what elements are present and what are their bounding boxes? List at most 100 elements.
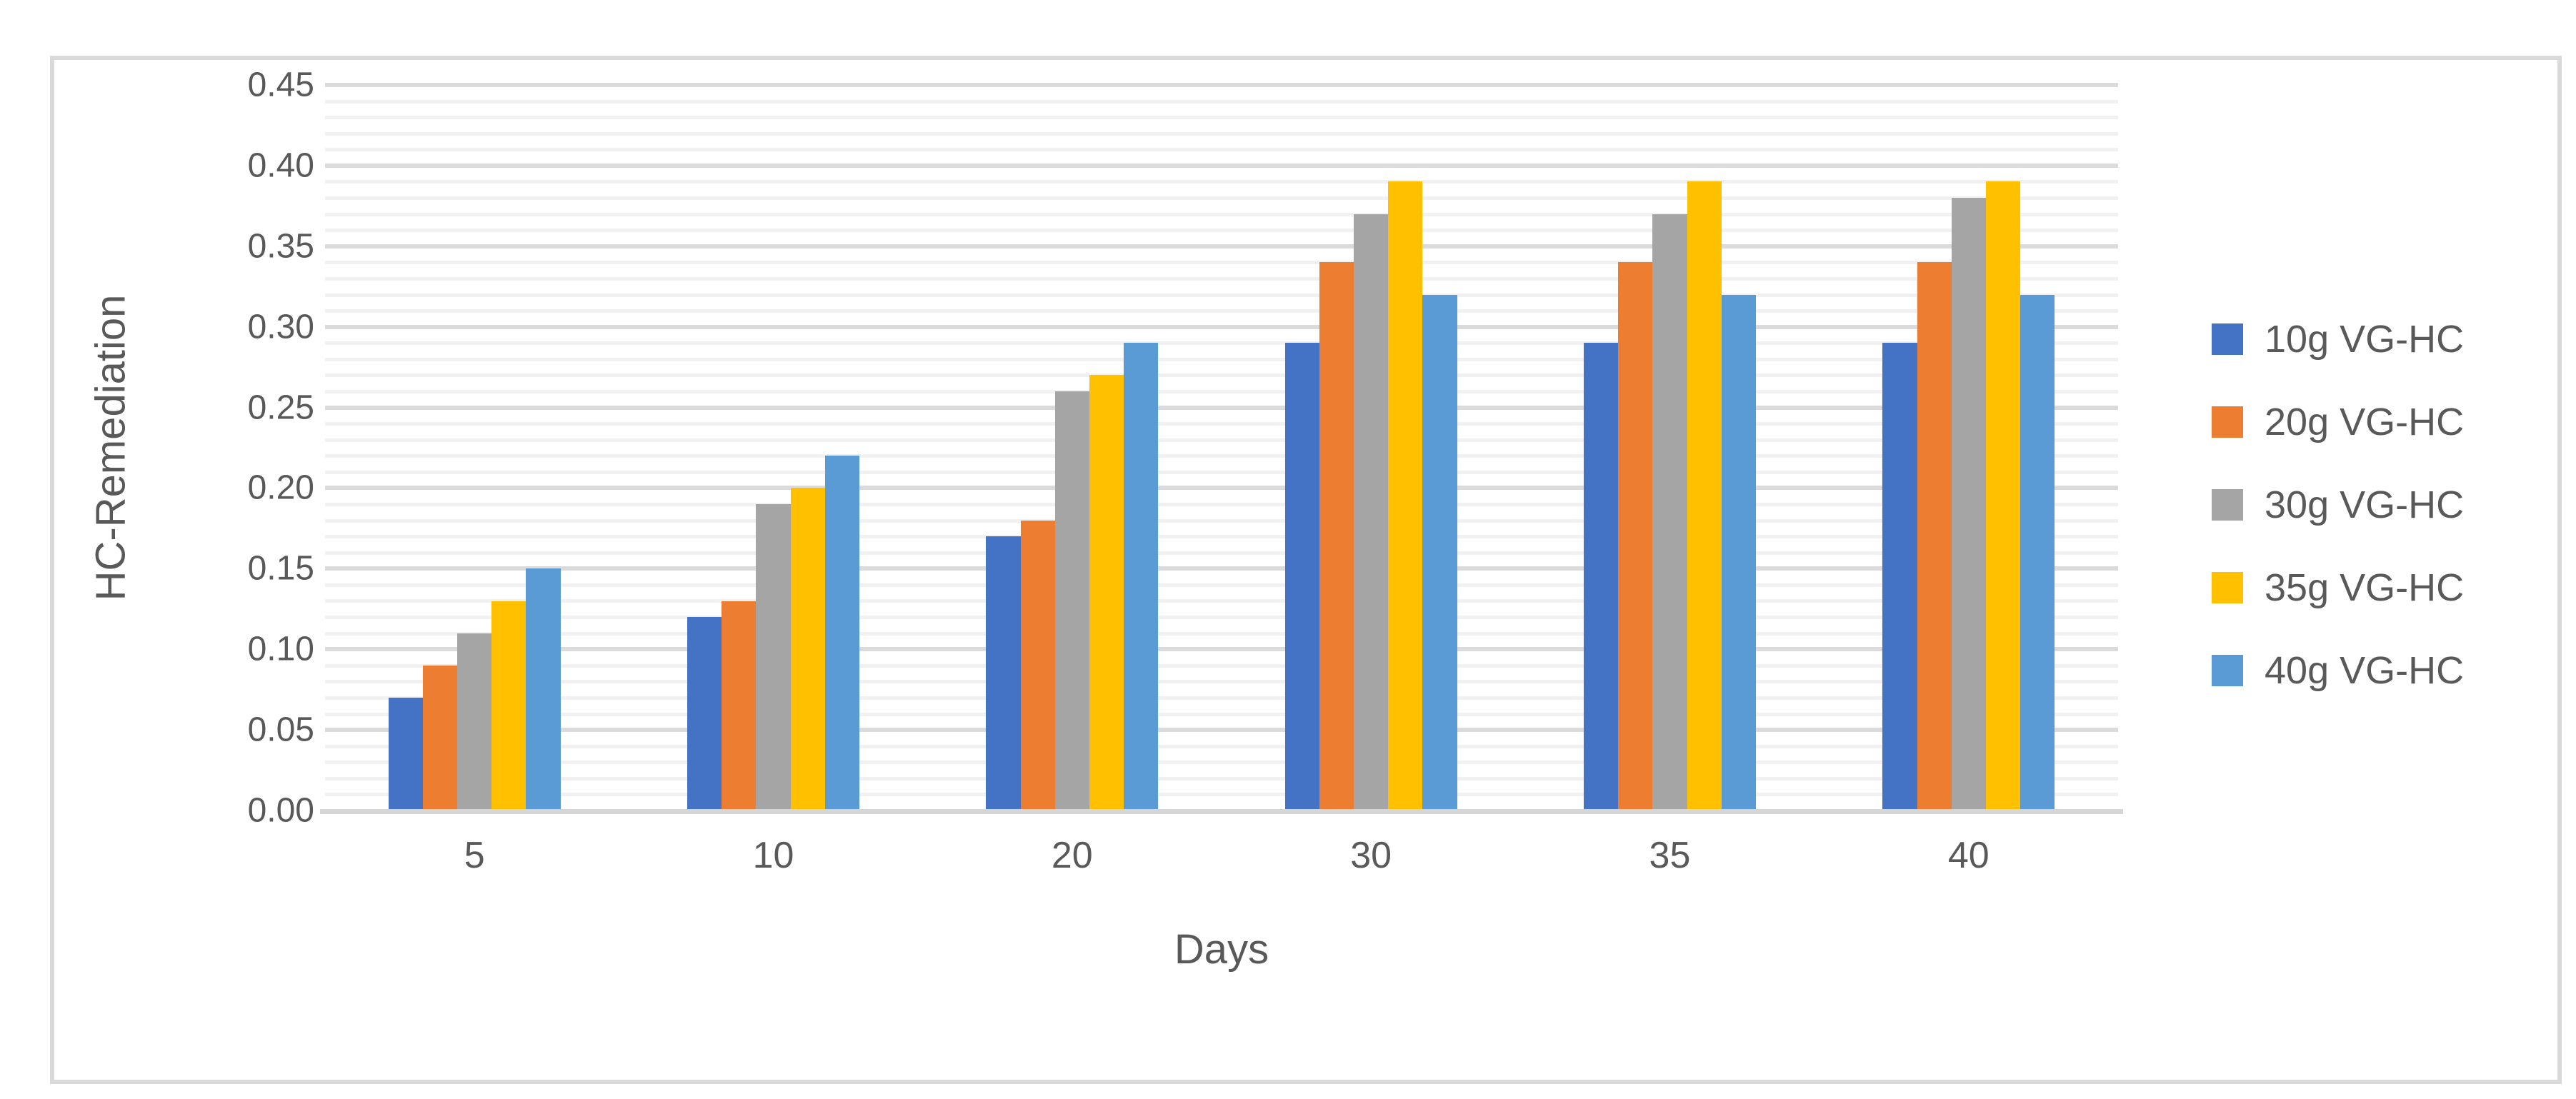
- major-gridline: [325, 566, 2118, 571]
- legend-label: 40g VG-HC: [2265, 649, 2465, 692]
- bar-cluster: [1584, 85, 1756, 811]
- x-tick-label-40: 40: [1947, 835, 1990, 876]
- bar-10g-vg-hc-day-35: [1584, 343, 1619, 811]
- minor-gridline: [325, 776, 2118, 781]
- minor-gridline: [325, 470, 2118, 474]
- bar-20g-vg-hc-day-5: [422, 665, 458, 811]
- bar-10g-vg-hc-day-5: [388, 697, 423, 811]
- minor-gridline: [325, 276, 2118, 281]
- legend-label: 35g VG-HC: [2265, 566, 2465, 609]
- y-tick-label-0.40: 0.40: [247, 146, 314, 185]
- bar-40g-vg-hc-day-30: [1422, 294, 1457, 811]
- minor-gridline: [325, 680, 2118, 684]
- minor-gridline: [325, 196, 2118, 201]
- bar-35g-vg-hc-day-30: [1388, 181, 1423, 811]
- major-gridline: [325, 405, 2118, 410]
- bar-30g-vg-hc-day-5: [457, 633, 492, 811]
- bar-35g-vg-hc-day-20: [1089, 375, 1124, 811]
- bar-40g-vg-hc-day-10: [824, 456, 859, 811]
- bar-35g-vg-hc-day-5: [491, 601, 526, 811]
- legend-item-20g-vg-hc: 20g VG-HC: [2212, 401, 2464, 443]
- minor-gridline: [325, 599, 2118, 603]
- bar-groups: [325, 85, 2118, 811]
- bar-cluster: [986, 85, 1159, 811]
- bar-30g-vg-hc-day-40: [1951, 198, 1986, 811]
- bar-10g-vg-hc-day-40: [1882, 343, 1917, 811]
- bar-35g-vg-hc-day-40: [1985, 181, 2021, 811]
- minor-gridline: [325, 535, 2118, 539]
- minor-gridline: [325, 663, 2118, 668]
- minor-gridline: [325, 131, 2118, 136]
- bar-20g-vg-hc-day-40: [1917, 262, 1952, 811]
- bar-20g-vg-hc-day-10: [722, 601, 757, 811]
- minor-gridline: [325, 551, 2118, 555]
- legend-item-10g-vg-hc: 10g VG-HC: [2212, 318, 2464, 361]
- bar-group-day-40: [1819, 85, 2118, 811]
- y-tick-label-0.30: 0.30: [247, 308, 314, 346]
- x-axis-title: Days: [1174, 926, 1269, 973]
- minor-gridline: [325, 99, 2118, 104]
- legend-swatch-icon: [2212, 489, 2243, 521]
- y-tick-label-0.15: 0.15: [247, 549, 314, 588]
- legend-item-30g-vg-hc: 30g VG-HC: [2212, 483, 2464, 526]
- bar-20g-vg-hc-day-30: [1319, 262, 1354, 811]
- minor-gridline: [325, 357, 2118, 361]
- minor-gridline: [325, 148, 2118, 152]
- minor-gridline: [325, 712, 2118, 716]
- bar-40g-vg-hc-day-35: [1721, 294, 1756, 811]
- minor-gridline: [325, 518, 2118, 523]
- x-axis-line: [320, 809, 2123, 814]
- legend-swatch-icon: [2212, 406, 2243, 438]
- y-axis-title: HC-Remediation: [87, 294, 134, 601]
- bar-10g-vg-hc-day-30: [1284, 343, 1319, 811]
- x-axis-tick-labels: 5 10 20 30 35 40: [325, 834, 2118, 877]
- bar-cluster: [1882, 85, 2055, 811]
- bar-40g-vg-hc-day-40: [2020, 294, 2055, 811]
- minor-gridline: [325, 422, 2118, 426]
- bar-30g-vg-hc-day-20: [1054, 391, 1089, 811]
- major-gridline: [325, 163, 2118, 168]
- bar-group-day-5: [325, 85, 624, 811]
- minor-gridline: [325, 293, 2118, 297]
- major-gridline: [325, 647, 2118, 652]
- y-tick-label-0.35: 0.35: [247, 227, 314, 266]
- major-gridline: [325, 244, 2118, 249]
- minor-gridline: [325, 309, 2118, 313]
- bar-20g-vg-hc-day-35: [1618, 262, 1653, 811]
- minor-gridline: [325, 793, 2118, 797]
- y-tick-label-0.05: 0.05: [247, 711, 314, 749]
- bar-cluster: [388, 85, 561, 811]
- legend-swatch-icon: [2212, 323, 2243, 355]
- bar-group-day-35: [1520, 85, 1819, 811]
- x-tick-label-5: 5: [464, 835, 485, 876]
- minor-gridline: [325, 229, 2118, 233]
- bar-cluster: [687, 85, 859, 811]
- legend-label: 30g VG-HC: [2265, 483, 2465, 526]
- bar-35g-vg-hc-day-10: [790, 488, 825, 811]
- minor-gridline: [325, 341, 2118, 346]
- bar-35g-vg-hc-day-35: [1687, 181, 1722, 811]
- bar-30g-vg-hc-day-10: [756, 504, 791, 811]
- bar-10g-vg-hc-day-20: [986, 536, 1021, 811]
- major-gridline: [325, 83, 2118, 87]
- legend-swatch-icon: [2212, 655, 2243, 686]
- major-gridline: [325, 324, 2118, 329]
- bar-30g-vg-hc-day-30: [1354, 214, 1389, 811]
- legend: 10g VG-HC 20g VG-HC 30g VG-HC 35g VG-HC 40g …: [2212, 318, 2465, 737]
- legend-swatch-icon: [2212, 572, 2243, 603]
- bar-group-day-10: [624, 85, 922, 811]
- minor-gridline: [325, 373, 2118, 378]
- minor-gridline: [325, 389, 2118, 393]
- minor-gridline: [325, 616, 2118, 620]
- legend-label: 10g VG-HC: [2265, 318, 2465, 361]
- y-tick-label-0.20: 0.20: [247, 468, 314, 507]
- y-tick-label-0.00: 0.00: [247, 791, 314, 830]
- bar-30g-vg-hc-day-35: [1652, 214, 1687, 811]
- legend-item-35g-vg-hc: 35g VG-HC: [2212, 566, 2464, 609]
- bar-40g-vg-hc-day-5: [526, 568, 561, 811]
- major-gridline: [325, 728, 2118, 733]
- y-tick-label-0.10: 0.10: [247, 630, 314, 668]
- plot-area: [325, 83, 2118, 811]
- bar-cluster: [1284, 85, 1457, 811]
